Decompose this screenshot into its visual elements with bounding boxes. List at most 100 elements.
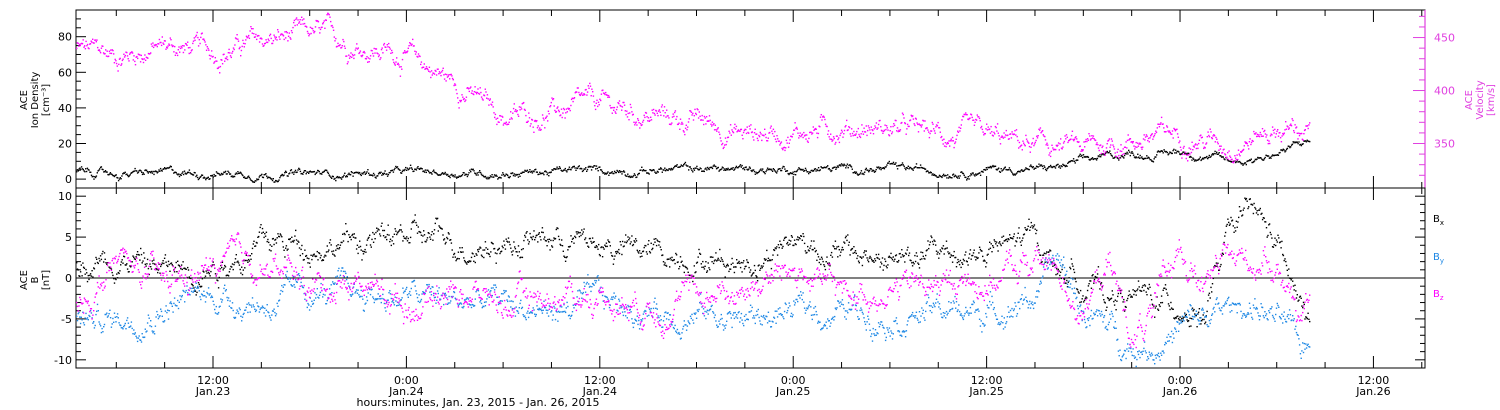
bx-point	[655, 238, 657, 240]
bx-point	[1248, 198, 1251, 201]
bx-point	[503, 240, 505, 242]
bx-point	[362, 253, 365, 255]
bx-point	[1167, 294, 1169, 296]
density-point	[342, 176, 344, 178]
bx-point	[645, 245, 647, 247]
velocity-point	[1045, 144, 1047, 146]
density-point	[117, 177, 119, 179]
velocity-point	[1287, 126, 1289, 128]
velocity-point	[980, 125, 983, 128]
velocity-point	[510, 111, 512, 113]
velocity-point	[703, 123, 705, 126]
velocity-point	[448, 74, 450, 76]
velocity-point	[1259, 131, 1261, 134]
velocity-point	[456, 92, 458, 95]
velocity-point	[557, 109, 560, 111]
density-point	[1173, 148, 1175, 151]
velocity-point	[641, 124, 643, 126]
velocity-point	[574, 92, 576, 94]
bx-point	[963, 260, 965, 262]
bx-point	[1175, 317, 1177, 319]
velocity-point	[505, 121, 507, 123]
velocity-point	[329, 16, 331, 18]
density-point	[338, 176, 340, 178]
bx-point	[1082, 295, 1084, 297]
bx-point	[838, 249, 840, 251]
density-point	[803, 169, 806, 172]
velocity-point	[708, 115, 711, 117]
density-point	[610, 172, 612, 174]
bx-point	[804, 250, 807, 252]
density-point	[1026, 168, 1028, 170]
density-point	[1094, 158, 1096, 160]
density-point	[739, 165, 741, 167]
bx-point	[905, 253, 908, 255]
velocity-point	[1022, 140, 1024, 142]
density-point	[1004, 166, 1006, 168]
density-point	[1123, 154, 1126, 157]
bx-point	[904, 252, 907, 254]
bx-point	[1081, 298, 1083, 300]
bx-point	[696, 261, 699, 263]
density-point	[1137, 153, 1139, 155]
bx-point	[1292, 285, 1295, 287]
bx-point	[315, 255, 318, 257]
bx-point	[337, 244, 339, 246]
bx-point	[774, 247, 776, 249]
velocity-point	[957, 131, 960, 133]
bx-point	[318, 252, 321, 255]
velocity-point	[935, 124, 938, 126]
velocity-point	[117, 70, 119, 72]
velocity-point	[604, 93, 606, 96]
density-point	[823, 166, 826, 168]
bx-point	[481, 255, 483, 258]
velocity-point	[935, 126, 937, 128]
bx-point	[697, 256, 699, 258]
bx-point	[783, 239, 785, 241]
density-point	[953, 175, 955, 178]
velocity-point	[383, 42, 386, 45]
bx-point	[1080, 301, 1083, 303]
velocity-point	[486, 94, 489, 96]
velocity-point	[1119, 150, 1121, 152]
bx-point	[1253, 202, 1255, 205]
bx-point	[926, 249, 928, 251]
bx-point	[628, 237, 631, 239]
bx-point	[965, 260, 968, 262]
density-point	[688, 169, 690, 171]
velocity-point	[1224, 154, 1227, 156]
velocity-point	[1041, 130, 1044, 132]
velocity-point	[671, 116, 674, 118]
density-point	[889, 163, 891, 165]
density-point	[334, 177, 336, 180]
velocity-point	[876, 128, 878, 130]
bx-point	[1052, 265, 1054, 267]
bx-point	[830, 254, 832, 256]
bx-point	[310, 254, 312, 256]
bx-point	[289, 238, 291, 240]
velocity-point	[168, 43, 170, 45]
velocity-point	[492, 106, 494, 108]
velocity-point	[1166, 126, 1169, 128]
density-point	[720, 168, 723, 170]
velocity-point	[729, 132, 731, 134]
density-point	[641, 170, 644, 172]
bx-point	[513, 241, 515, 243]
velocity-point	[652, 112, 654, 114]
bx-point	[1152, 304, 1154, 306]
density-point	[532, 170, 534, 172]
bx-point	[356, 244, 359, 246]
bx-point	[725, 266, 727, 268]
velocity-point	[258, 35, 260, 37]
velocity-point	[1030, 146, 1032, 148]
velocity-point	[332, 29, 335, 31]
velocity-point	[996, 130, 998, 132]
density-point	[840, 163, 843, 165]
bx-point	[719, 260, 722, 262]
density-point	[94, 176, 97, 179]
density-point	[788, 173, 790, 176]
bx-point	[692, 275, 695, 277]
bx-point	[1089, 280, 1091, 282]
density-point	[113, 175, 116, 178]
